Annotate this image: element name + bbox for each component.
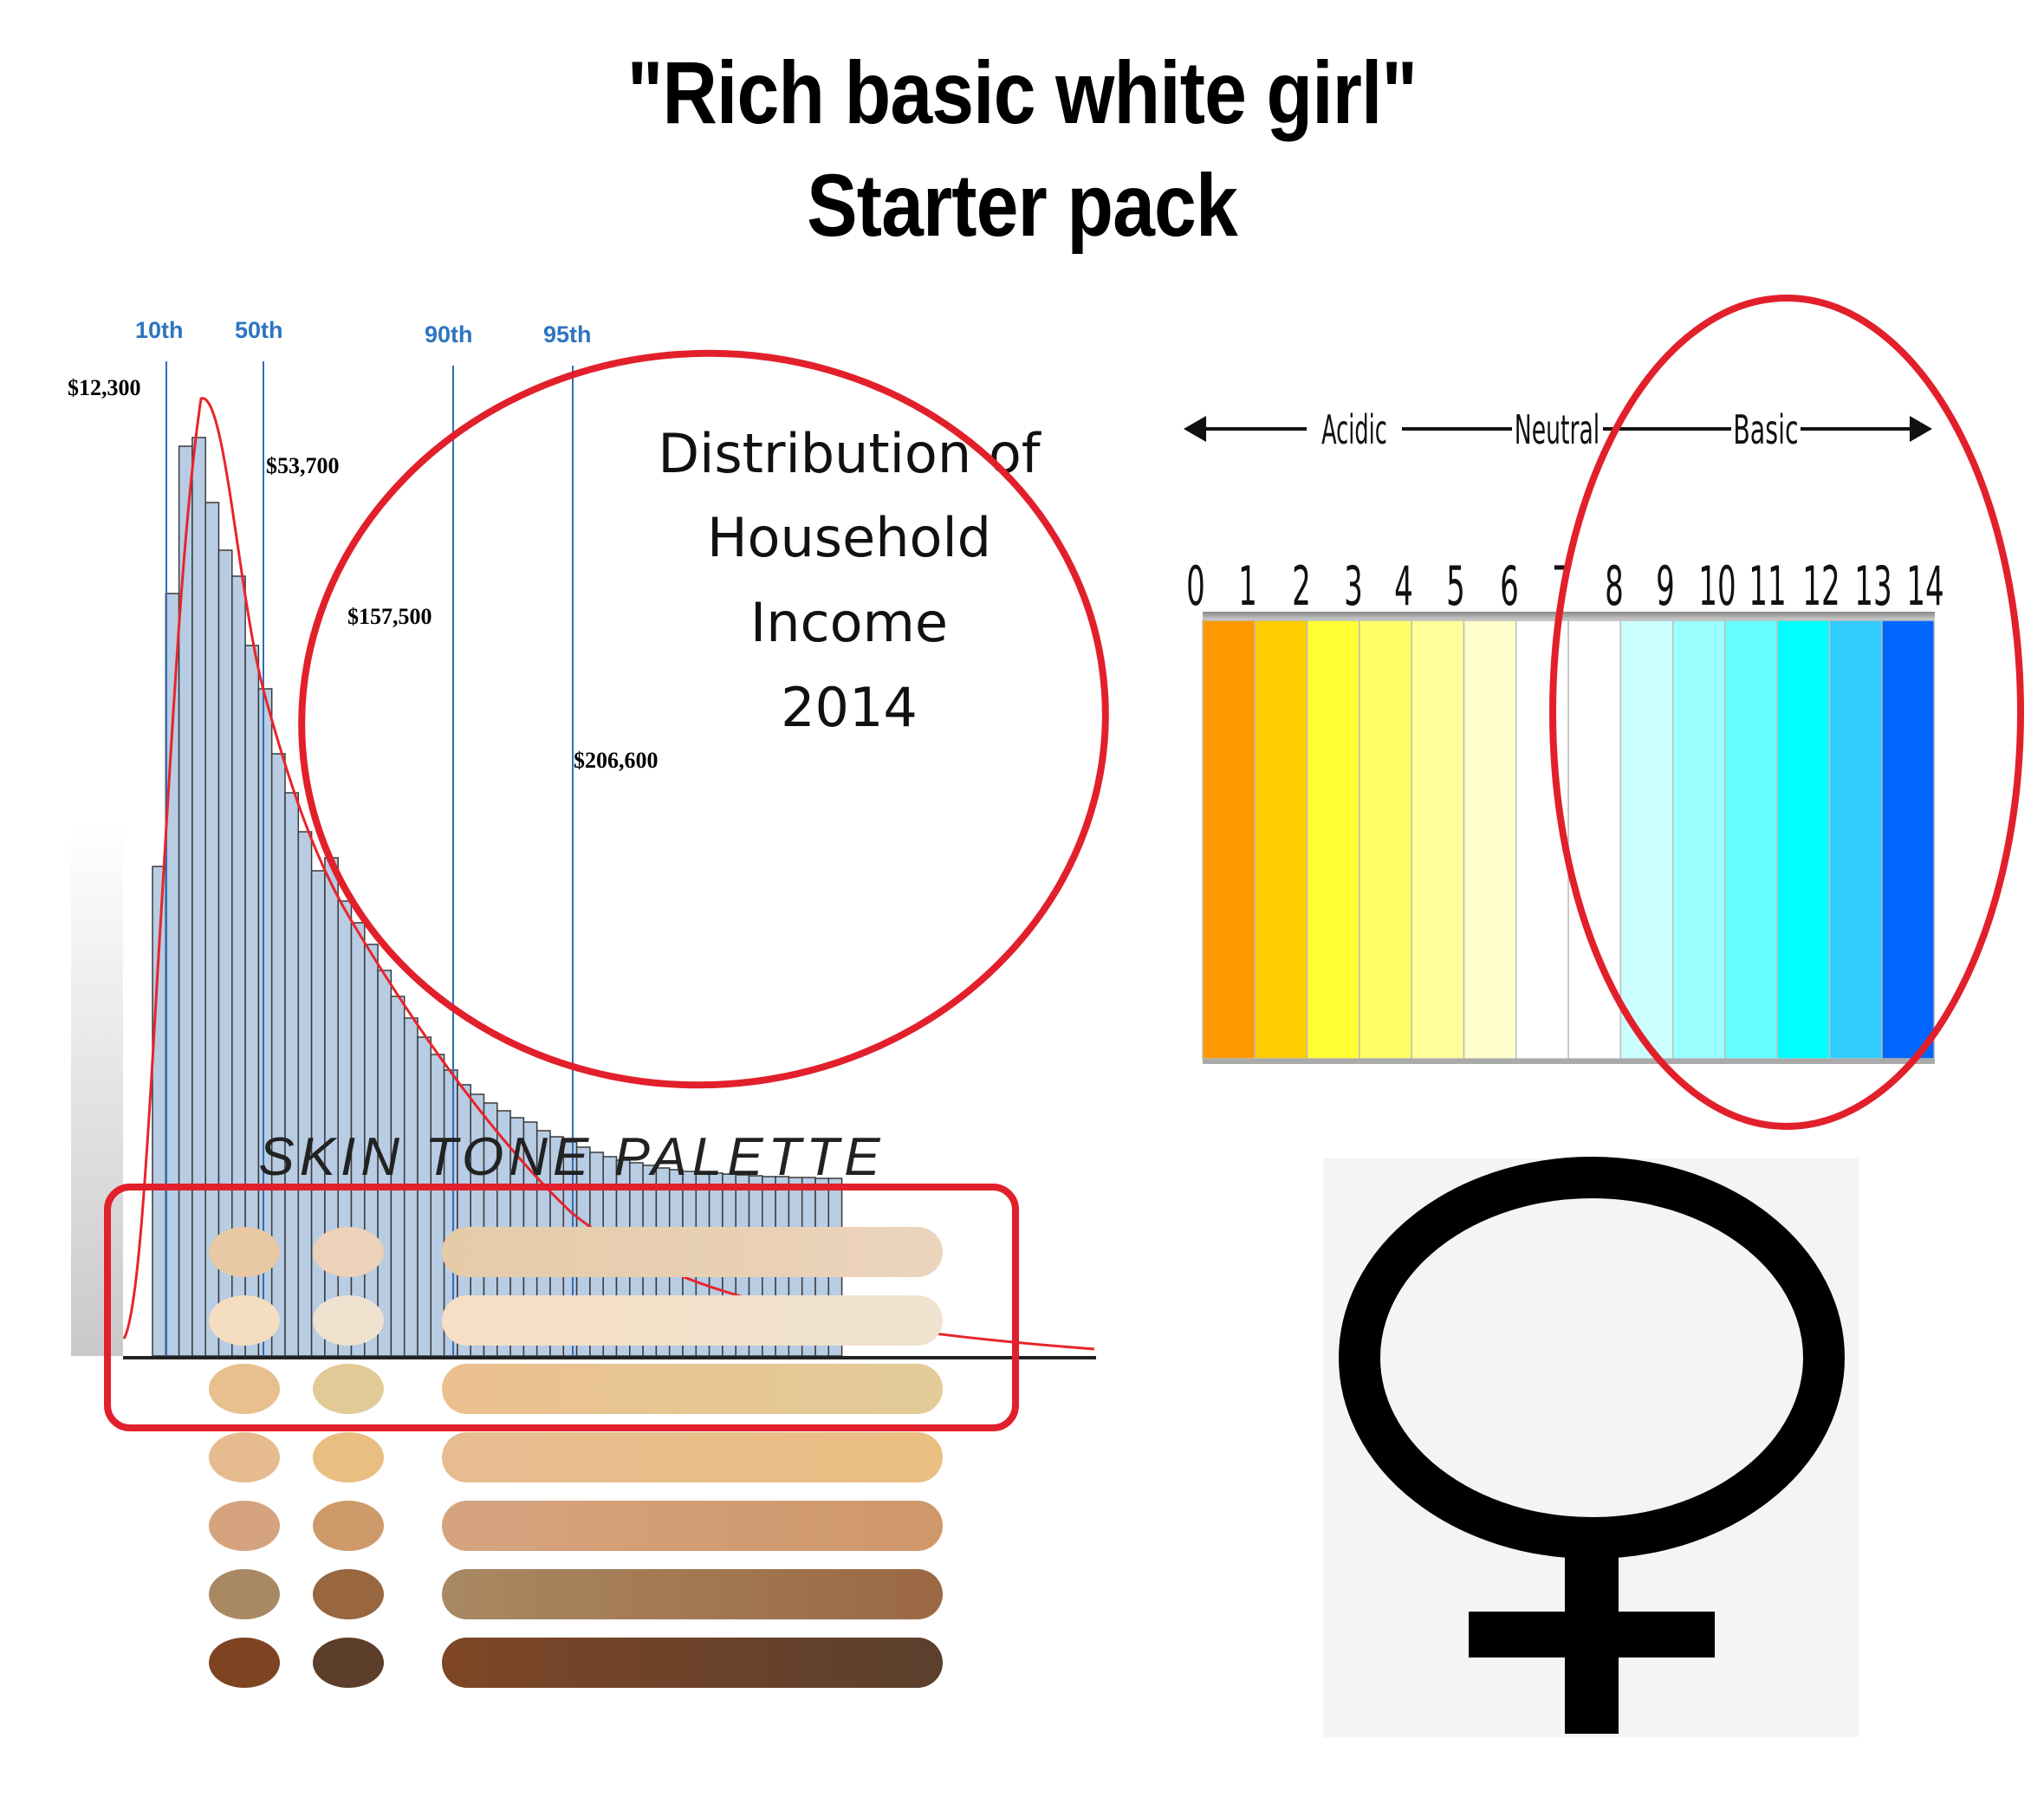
ph-color-band	[1254, 620, 1308, 1060]
red-circle-income	[298, 349, 1109, 1089]
value-label-10th: $12,300	[68, 375, 141, 400]
ph-number: 2	[1292, 555, 1311, 618]
ph-color-band	[1619, 620, 1674, 1060]
chart-title-line-4: 2014	[781, 676, 918, 739]
skin-tone-dot	[209, 1569, 280, 1619]
ph-color-band	[1881, 620, 1935, 1060]
ph-label-basic: Basic	[1733, 407, 1798, 454]
skin-tone-bar	[442, 1638, 943, 1688]
red-box-light-tones	[104, 1184, 1019, 1431]
skin-tone-bar	[442, 1295, 943, 1346]
ph-number: 0	[1186, 555, 1205, 618]
chart-title: Distribution of Household Income 2014	[658, 422, 1041, 739]
ph-scale-top-edge	[1203, 612, 1935, 620]
ph-number: 3	[1344, 555, 1363, 618]
ph-direction-arrows	[1184, 416, 1932, 442]
skin-tone-rows	[209, 1227, 943, 1688]
chart-title-line-2: Household	[707, 506, 991, 569]
arrow-right-icon	[1910, 416, 1932, 442]
venus-symbol-panel	[1323, 1157, 1859, 1737]
ph-number: 1	[1238, 555, 1257, 618]
ph-color-band	[1306, 620, 1360, 1060]
skin-tone-bar	[442, 1569, 943, 1619]
skin-tone-dot	[313, 1638, 384, 1688]
skin-tone-dot	[209, 1501, 280, 1551]
chart-title-line-1: Distribution of	[658, 422, 1041, 485]
venus-icon	[1339, 1157, 1845, 1734]
palette-title: SKIN TONE PALETTE	[258, 1127, 886, 1187]
chart-title-line-3: Income	[750, 591, 948, 654]
ph-color-band	[1671, 620, 1726, 1060]
ph-color-band	[1828, 620, 1883, 1060]
ph-color-band	[1202, 620, 1256, 1060]
ph-label-neutral: Neutral	[1515, 406, 1600, 453]
ph-number: 6	[1500, 555, 1519, 618]
ph-number: 10	[1698, 555, 1736, 618]
percentile-label-95th: 95th	[543, 321, 592, 347]
percentile-label-90th: 90th	[425, 321, 473, 347]
skin-tone-dot	[313, 1295, 384, 1346]
ph-color-band	[1463, 620, 1517, 1060]
percentile-label-50th: 50th	[235, 317, 283, 343]
skin-tone-bar	[442, 1364, 943, 1414]
ph-color-band	[1411, 620, 1465, 1060]
chart-left-shadow	[71, 823, 123, 1356]
venus-crossbar	[1469, 1612, 1715, 1658]
meme-title: "Rich basic white girl" Starter pack	[0, 36, 2044, 262]
income-distribution-panel: 10th 50th 90th 95th $12,300 $53,700 $157…	[68, 317, 1109, 1359]
skin-tone-dot	[209, 1638, 280, 1688]
skin-tone-bar	[442, 1501, 943, 1551]
ph-number: 9	[1656, 555, 1675, 618]
ph-number: 13	[1854, 555, 1892, 618]
skin-tone-dot	[313, 1227, 384, 1277]
skin-tone-dot	[313, 1432, 384, 1482]
ph-color-band	[1776, 620, 1831, 1060]
title-line-1: "Rich basic white girl"	[626, 43, 1418, 142]
ph-color-band	[1359, 620, 1412, 1060]
red-circle-basic	[1549, 295, 2024, 1130]
percentile-label-10th: 10th	[135, 317, 184, 343]
arrow-left-icon	[1184, 416, 1206, 442]
value-label-50th: $53,700	[266, 453, 340, 478]
ph-number-row: 0 1 2 3 4 5 6 7 8 9 10 11 12 13 14	[1186, 555, 1944, 618]
skin-tone-dot	[313, 1569, 384, 1619]
ph-color-band	[1724, 620, 1779, 1060]
skin-tone-dot	[313, 1364, 384, 1414]
value-label-95th: $206,600	[574, 748, 659, 773]
title-line-2: Starter pack	[807, 156, 1238, 255]
ph-number: 12	[1802, 555, 1840, 618]
skin-tone-dot	[209, 1227, 280, 1277]
ph-number: 11	[1749, 555, 1786, 618]
skin-tone-dot	[209, 1364, 280, 1414]
ph-number: 14	[1906, 555, 1943, 618]
ph-number: 4	[1394, 555, 1413, 618]
skin-tone-dot	[209, 1295, 280, 1346]
skin-tone-panel	[104, 1184, 1019, 1688]
ph-color-band	[1515, 620, 1569, 1060]
ph-scale-bottom-edge	[1203, 1059, 1935, 1064]
skin-tone-dot	[313, 1501, 384, 1551]
ph-label-acidic: Acidic	[1321, 407, 1387, 454]
ph-color-bands	[1202, 620, 1935, 1060]
skin-tone-dot	[209, 1432, 280, 1482]
ph-number: 5	[1446, 555, 1465, 618]
ph-number: 8	[1605, 555, 1624, 618]
ph-scale-panel: Acidic Neutral Basic 0 1 2 3 4 5 6 7 8 9 10 11 12 13 1…	[1184, 295, 2024, 1130]
skin-tone-bar	[442, 1227, 943, 1277]
skin-tone-bar	[442, 1432, 943, 1482]
value-label-90th: $157,500	[347, 604, 432, 629]
